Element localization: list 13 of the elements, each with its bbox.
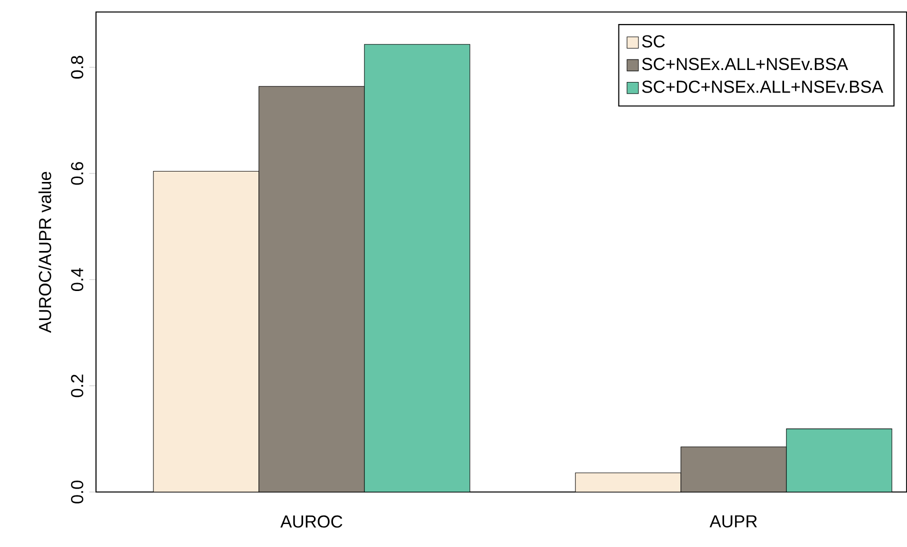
legend-label: SC+NSEx.ALL+NSEv.BSA [642, 58, 848, 70]
y-tick-label: 0.8 [71, 56, 84, 79]
legend-label: SC+DC+NSEx.ALL+NSEv.BSA [642, 80, 884, 93]
legend-label: SC [642, 35, 665, 48]
y-tick-label: 0.2 [71, 374, 84, 398]
y-tick-label: 0.6 [71, 162, 84, 185]
x-tick-label: AUPR [710, 515, 757, 528]
y-axis-title: AUROC/AUPR value [38, 172, 52, 333]
bar [364, 44, 470, 492]
x-tick-label: AUROC [280, 515, 342, 528]
y-tick-label: 0.0 [71, 480, 84, 504]
bar [786, 428, 892, 492]
y-tick-label: 0.4 [71, 268, 84, 291]
